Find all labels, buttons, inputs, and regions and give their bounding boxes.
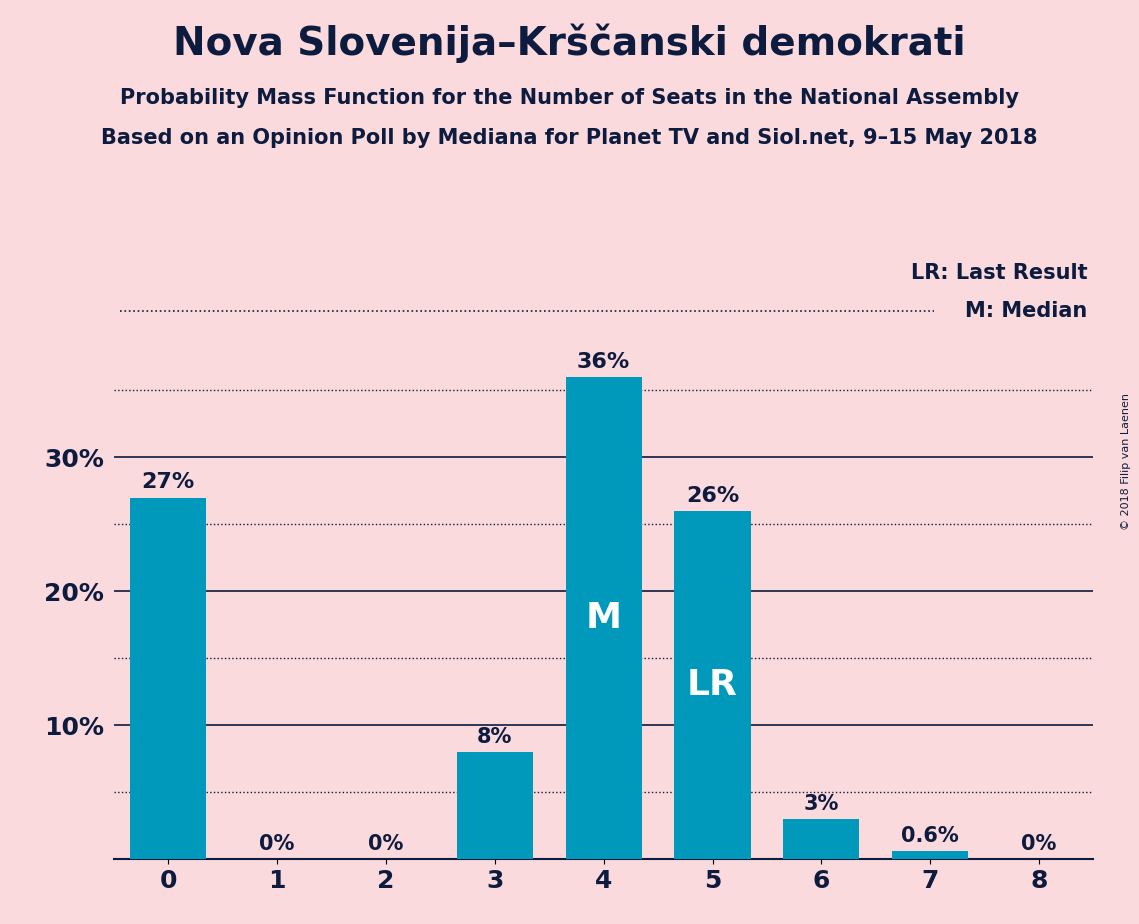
Text: LR: Last Result: LR: Last Result xyxy=(911,262,1088,283)
Text: M: M xyxy=(585,602,622,635)
Text: 0%: 0% xyxy=(368,834,403,854)
Text: 26%: 26% xyxy=(686,486,739,505)
Text: 8%: 8% xyxy=(477,727,513,747)
Text: © 2018 Filip van Laenen: © 2018 Filip van Laenen xyxy=(1121,394,1131,530)
Text: 3%: 3% xyxy=(804,794,839,814)
Text: M: Median: M: Median xyxy=(966,301,1088,322)
Bar xyxy=(674,511,751,859)
Text: 36%: 36% xyxy=(577,352,630,371)
Text: 0%: 0% xyxy=(1022,834,1057,854)
Bar xyxy=(130,498,206,859)
Text: 0.6%: 0.6% xyxy=(901,826,959,846)
Bar xyxy=(892,851,968,859)
Bar xyxy=(784,820,860,859)
Text: Probability Mass Function for the Number of Seats in the National Assembly: Probability Mass Function for the Number… xyxy=(120,88,1019,108)
Text: Nova Slovenija–Krščanski demokrati: Nova Slovenija–Krščanski demokrati xyxy=(173,23,966,63)
Text: 27%: 27% xyxy=(141,472,195,492)
Bar xyxy=(457,752,533,859)
Text: 0%: 0% xyxy=(260,834,295,854)
Bar xyxy=(566,377,641,859)
Text: LR: LR xyxy=(687,668,738,702)
Text: Based on an Opinion Poll by Mediana for Planet TV and Siol.net, 9–15 May 2018: Based on an Opinion Poll by Mediana for … xyxy=(101,128,1038,148)
